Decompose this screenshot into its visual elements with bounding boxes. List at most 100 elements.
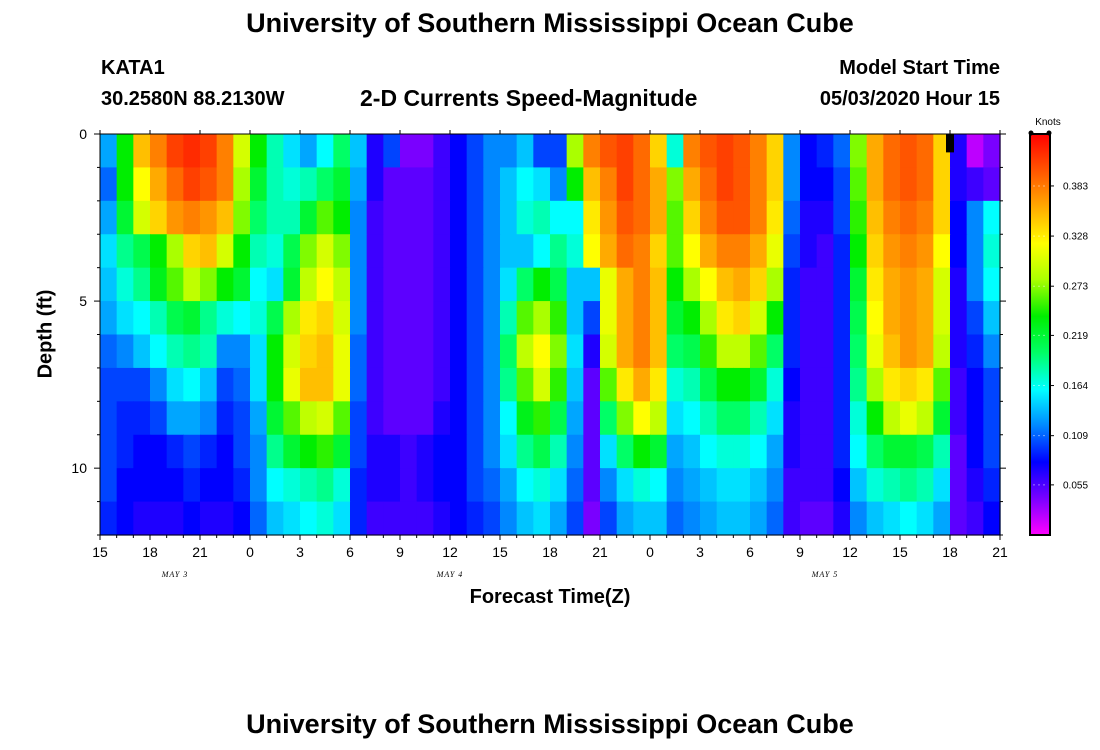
heatmap-cell [366, 167, 384, 202]
heatmap-cell [133, 501, 151, 536]
heatmap-cell [300, 234, 318, 269]
heatmap-cell [333, 167, 351, 202]
heatmap-cell [266, 301, 284, 336]
heatmap-cell [433, 501, 451, 536]
heatmap-cell [733, 367, 751, 402]
heatmap-cell [283, 401, 301, 436]
heatmap-cell [133, 468, 151, 503]
heatmap-cell [533, 501, 551, 536]
heatmap-cell [550, 134, 568, 169]
heatmap-cell [133, 401, 151, 436]
heatmap-cell [650, 367, 668, 402]
heatmap-cell [116, 134, 134, 169]
heatmap-cell [783, 200, 801, 235]
heatmap-cell [283, 334, 301, 369]
heatmap-cell [550, 301, 568, 336]
heatmap-cell [150, 501, 168, 536]
axes: 15 18 21 0 3 6 9 12 15 18 21 0 3 6 9 12 15 18 21 MAY 3 MAY 4… [71, 126, 1008, 579]
heatmap-cell [116, 434, 134, 469]
heatmap-cell [833, 301, 851, 336]
heatmap-cell [816, 167, 834, 202]
heatmap-cell [900, 134, 918, 169]
heatmap-cell [150, 134, 168, 169]
heatmap-cell [100, 501, 118, 536]
heatmap-cell [566, 301, 584, 336]
heatmap-cell [566, 434, 584, 469]
heatmap-cell [200, 334, 218, 369]
heatmap-cell [816, 200, 834, 235]
heatmap-cell [166, 234, 184, 269]
heatmap-cell [916, 167, 934, 202]
heatmap-cell [533, 200, 551, 235]
heatmap-cell [150, 301, 168, 336]
heatmap-cell [516, 134, 534, 169]
heatmap-cell [466, 334, 484, 369]
heatmap-cell [733, 434, 751, 469]
heatmap-cell [816, 334, 834, 369]
heatmap-cell [916, 301, 934, 336]
heatmap-cell [250, 200, 268, 235]
heatmap-cell [633, 334, 651, 369]
heatmap-cell [683, 200, 701, 235]
heatmap-cell [500, 468, 518, 503]
x-tick-label: 9 [396, 544, 404, 560]
heatmap-cell [516, 501, 534, 536]
heatmap-cell [616, 367, 634, 402]
heatmap-cell [200, 234, 218, 269]
heatmap-cell [583, 501, 601, 536]
heatmap-cell [700, 501, 718, 536]
heatmap-cell [550, 434, 568, 469]
x-tick-label: 15 [92, 544, 108, 560]
heatmap-cell [466, 267, 484, 302]
heatmap-cell [233, 434, 251, 469]
heatmap-cell [600, 234, 618, 269]
heatmap-cell [216, 200, 234, 235]
heatmap-cell [766, 334, 784, 369]
heatmap-cell [483, 234, 501, 269]
heatmap-cell [666, 334, 684, 369]
y-axis-title: Depth (ft) [34, 289, 57, 379]
heatmap-cell [466, 234, 484, 269]
heatmap-cell [266, 468, 284, 503]
heatmap-cell [283, 468, 301, 503]
heatmap-cell [550, 200, 568, 235]
heatmap-cell [800, 434, 818, 469]
colorbar-tick-label: 0.164 [1063, 381, 1088, 392]
heatmap-cell [116, 367, 134, 402]
heatmap-cell [216, 367, 234, 402]
heatmap-cell [600, 134, 618, 169]
heatmap-cell [366, 200, 384, 235]
heatmap-cell [266, 367, 284, 402]
heatmap-cell [283, 234, 301, 269]
heatmap-cell [966, 468, 984, 503]
heatmap-cell [166, 468, 184, 503]
colorbar-tick-label: 0.055 [1063, 480, 1088, 491]
heatmap-cell [950, 434, 968, 469]
heatmap-cell [983, 134, 1001, 169]
heatmap-cell [816, 134, 834, 169]
heatmap-cell [183, 367, 201, 402]
heatmap-cell [383, 167, 401, 202]
heatmap-cell [850, 234, 868, 269]
heatmap-cell [200, 200, 218, 235]
heatmap-cell [433, 200, 451, 235]
heatmap-cell [533, 468, 551, 503]
heatmap-cell [333, 134, 351, 169]
heatmap-cell [950, 134, 968, 169]
heatmap-cell [966, 267, 984, 302]
heatmap-cell [533, 267, 551, 302]
heatmap-cell [333, 200, 351, 235]
heatmap-cell [416, 301, 434, 336]
heatmap-cell [733, 134, 751, 169]
heatmap-cell [416, 434, 434, 469]
heatmap-cell [500, 200, 518, 235]
heatmap-cell [383, 267, 401, 302]
heatmap-cell [600, 267, 618, 302]
heatmap-cell [366, 434, 384, 469]
heatmap-cell [266, 200, 284, 235]
heatmap-cell [850, 301, 868, 336]
heatmap-cell [716, 367, 734, 402]
heatmap-cell [716, 501, 734, 536]
heatmap-cell [266, 501, 284, 536]
x-tick-label: 6 [346, 544, 354, 560]
